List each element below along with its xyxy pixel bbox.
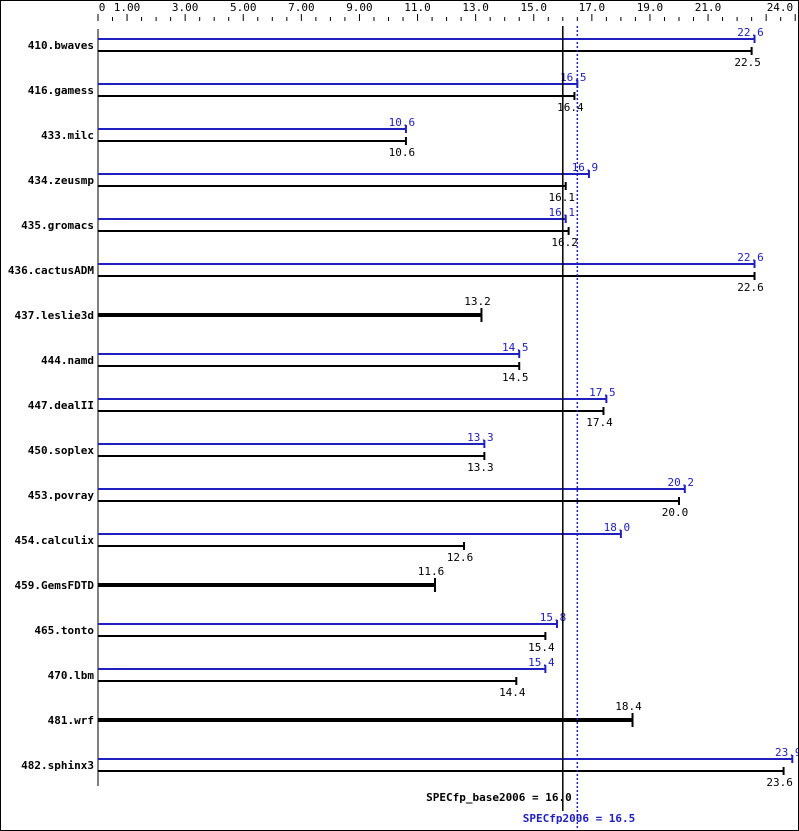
category-label: 434.zeusmp — [28, 174, 95, 187]
peak-value-label: 22.6 — [737, 251, 764, 264]
axis-tick-label: 24.0 — [767, 1, 794, 14]
peak-value-label: 16.1 — [548, 206, 575, 219]
base-value-label: 20.0 — [662, 506, 689, 519]
category-label: 433.milc — [41, 129, 94, 142]
base-value-label: 13.2 — [464, 295, 491, 308]
axis-tick-label: 7.00 — [288, 1, 315, 14]
peak-reference-label: SPECfp2006 = 16.5 — [523, 812, 636, 825]
base-value-label: 16.4 — [557, 101, 584, 114]
peak-value-label: 15.4 — [528, 656, 555, 669]
category-label: 481.wrf — [48, 714, 94, 727]
category-label: 410.bwaves — [28, 39, 94, 52]
axis-tick-label: 1.00 — [114, 1, 141, 14]
peak-value-label: 10.6 — [389, 116, 416, 129]
peak-value-label: 13.3 — [467, 431, 494, 444]
category-label: 453.povray — [28, 489, 95, 502]
category-label: 437.leslie3d — [15, 309, 94, 322]
base-value-label: 15.4 — [528, 641, 555, 654]
peak-value-label: 14.5 — [502, 341, 529, 354]
axis-tick-label: 15.0 — [521, 1, 548, 14]
base-value-label: 23.6 — [766, 776, 793, 789]
axis-tick-label: 9.00 — [346, 1, 373, 14]
category-label: 459.GemsFDTD — [15, 579, 95, 592]
category-label: 482.sphinx3 — [21, 759, 94, 772]
category-label: 450.soplex — [28, 444, 95, 457]
base-value-label: 11.6 — [418, 565, 445, 578]
peak-value-label: 22.6 — [737, 26, 764, 39]
category-label: 447.dealII — [28, 399, 94, 412]
base-value-label: 12.6 — [447, 551, 474, 564]
category-label: 454.calculix — [15, 534, 95, 547]
axis-tick-label: 21.0 — [695, 1, 722, 14]
base-value-label: 16.1 — [548, 191, 575, 204]
axis-tick-label: 13.0 — [462, 1, 489, 14]
axis-tick-label: 11.0 — [404, 1, 431, 14]
category-label: 435.gromacs — [21, 219, 94, 232]
category-label: 470.lbm — [48, 669, 95, 682]
base-value-label: 22.5 — [734, 56, 761, 69]
peak-value-label: 18.0 — [604, 521, 631, 534]
axis-tick-label: 17.0 — [579, 1, 606, 14]
axis-tick-label: 0 — [99, 1, 106, 14]
peak-value-label: 23.9 — [775, 746, 798, 759]
base-value-label: 14.5 — [502, 371, 529, 384]
peak-value-label: 20.2 — [668, 476, 695, 489]
base-value-label: 14.4 — [499, 686, 526, 699]
base-reference-label: SPECfp_base2006 = 16.0 — [426, 791, 572, 804]
category-label: 465.tonto — [34, 624, 94, 637]
category-label: 436.cactusADM — [8, 264, 94, 277]
base-value-label: 10.6 — [389, 146, 416, 159]
category-label: 416.gamess — [28, 84, 94, 97]
base-value-label: 17.4 — [586, 416, 613, 429]
base-value-label: 18.4 — [615, 700, 642, 713]
peak-value-label: 16.9 — [572, 161, 599, 174]
base-value-label: 16.2 — [551, 236, 578, 249]
axis-tick-label: 3.00 — [172, 1, 199, 14]
peak-value-label: 17.5 — [589, 386, 616, 399]
axis-tick-label: 5.00 — [230, 1, 257, 14]
peak-value-label: 15.8 — [540, 611, 567, 624]
peak-value-label: 16.5 — [560, 71, 587, 84]
base-value-label: 22.6 — [737, 281, 764, 294]
base-value-label: 13.3 — [467, 461, 494, 474]
axis-tick-label: 19.0 — [637, 1, 664, 14]
category-label: 444.namd — [41, 354, 94, 367]
